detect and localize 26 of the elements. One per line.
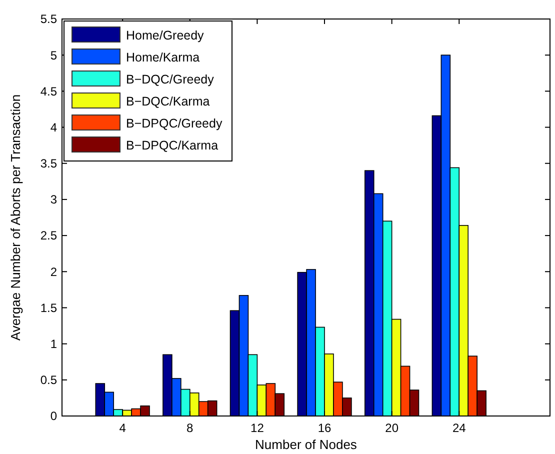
y-tick-label: 1.5 <box>40 300 58 315</box>
x-tick-label: 24 <box>452 421 466 435</box>
legend-label: B−DQC/Greedy <box>126 72 215 86</box>
y-tick-label: 3 <box>50 192 58 207</box>
y-tick-label: 0.5 <box>40 373 58 388</box>
x-tick-label: 20 <box>385 421 399 435</box>
legend-label: Home/Karma <box>126 50 200 64</box>
x-tick-label: 16 <box>318 421 332 435</box>
x-tick-label: 8 <box>186 421 194 435</box>
y-tick-label: 0 <box>50 409 58 424</box>
y-tick-label: 4.5 <box>40 84 58 98</box>
y-tick-label: 2 <box>50 264 58 279</box>
x-tick-label: 12 <box>250 421 264 435</box>
legend-label: Home/Greedy <box>126 28 205 42</box>
y-tick-label: 5.5 <box>40 12 58 26</box>
y-tick-label: 1 <box>50 337 58 352</box>
y-axis-title: Avergae Number of Aborts per Transaction <box>8 94 23 341</box>
legend-label: B−DPQC/Karma <box>126 138 218 152</box>
y-tick-label: 2.5 <box>40 228 58 243</box>
y-tick-label: 3.5 <box>40 156 58 171</box>
x-tick-label: 4 <box>119 421 126 435</box>
legend-label: B−DPQC/Greedy <box>126 116 223 130</box>
legend-label: B−DQC/Karma <box>126 94 210 108</box>
y-tick-label: 4 <box>50 120 58 134</box>
y-tick-label: 5 <box>50 48 58 62</box>
x-axis-title: Number of Nodes <box>255 437 358 452</box>
